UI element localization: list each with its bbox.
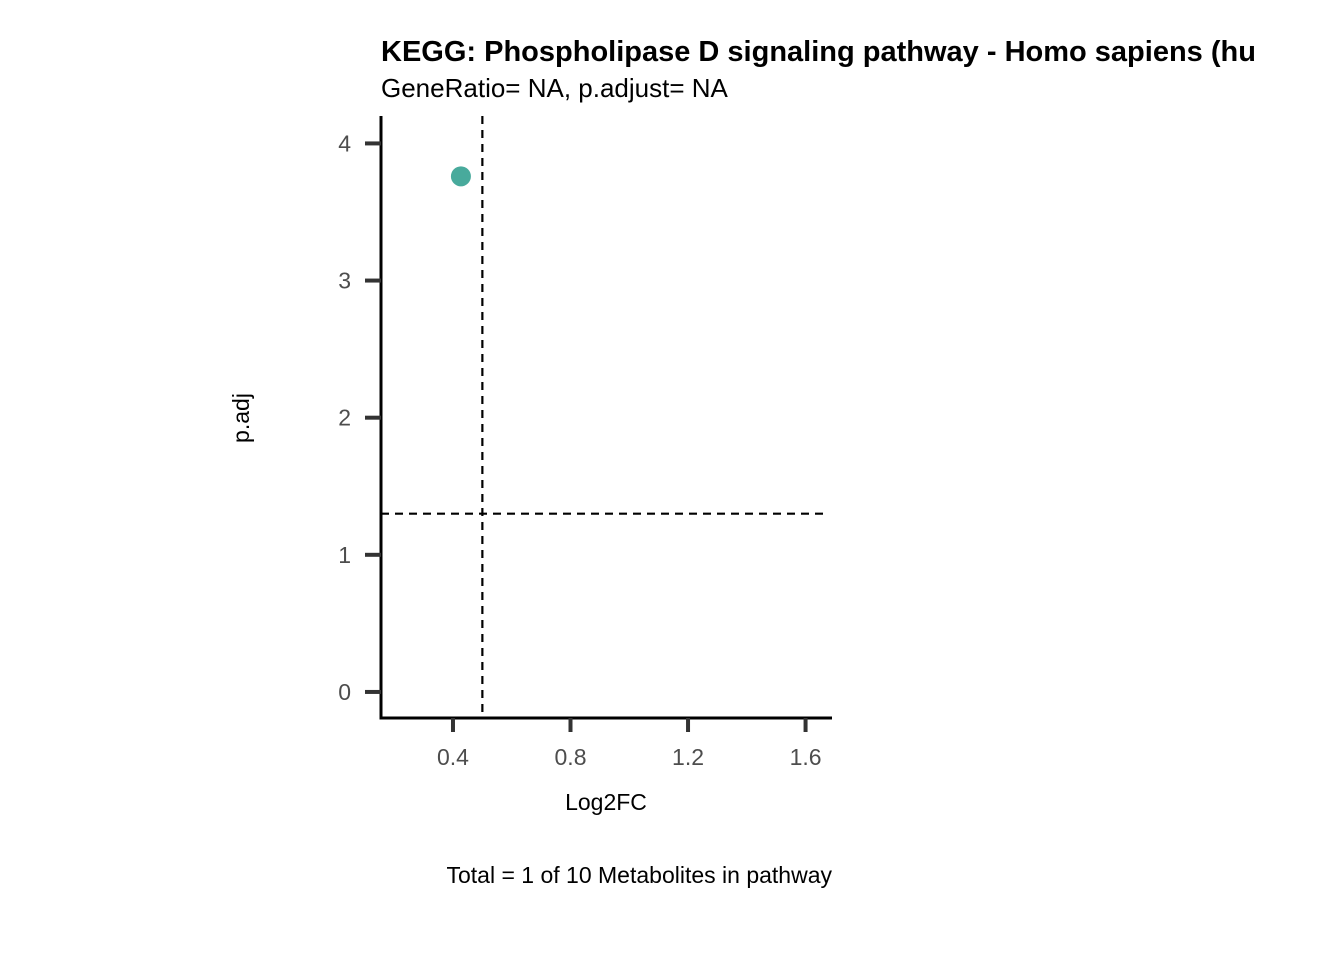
chart-subtitle: GeneRatio= NA, p.adjust= NA bbox=[381, 73, 729, 103]
y-tick-label: 3 bbox=[338, 268, 351, 294]
x-tick-label: 1.2 bbox=[672, 744, 704, 770]
x-axis-ticks: 0.4 0.8 1.2 1.6 bbox=[437, 718, 822, 770]
x-tick-label: 0.4 bbox=[437, 744, 469, 770]
axes bbox=[379, 116, 832, 720]
y-tick-label: 0 bbox=[338, 679, 351, 705]
x-axis-title: Log2FC bbox=[565, 789, 647, 815]
chart-title: KEGG: Phospholipase D signaling pathway … bbox=[381, 36, 1256, 68]
x-tick-label: 0.8 bbox=[555, 744, 587, 770]
y-axis-title: p.adj bbox=[228, 393, 254, 443]
y-axis-ticks: 0 1 2 3 4 bbox=[338, 130, 381, 705]
y-tick-label: 1 bbox=[338, 542, 351, 568]
data-point bbox=[450, 166, 471, 187]
y-tick-label: 2 bbox=[338, 405, 351, 431]
x-tick-label: 1.6 bbox=[790, 744, 822, 770]
chart-caption: Total = 1 of 10 Metabolites in pathway bbox=[447, 862, 833, 888]
reference-lines bbox=[381, 116, 826, 718]
data-points bbox=[450, 166, 471, 187]
y-tick-label: 4 bbox=[338, 130, 351, 156]
